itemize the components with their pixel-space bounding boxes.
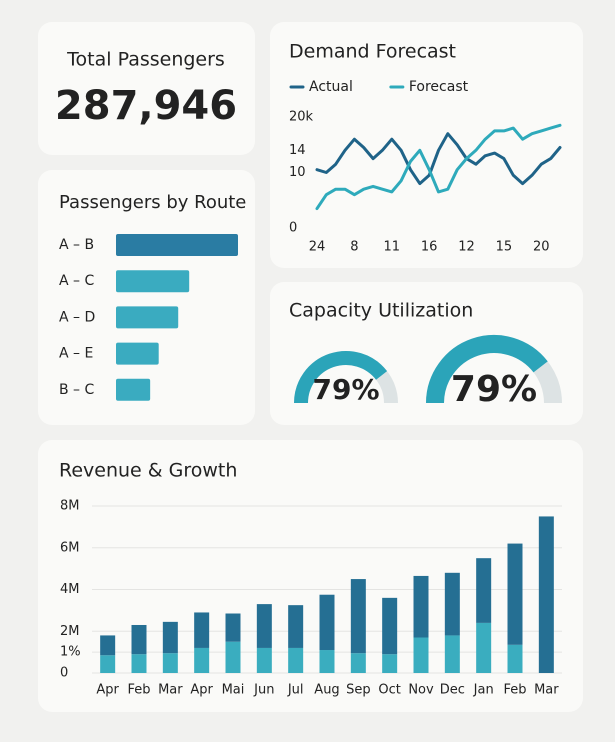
- x-tick-label: 15: [496, 240, 513, 255]
- bar-segment: [131, 624, 147, 655]
- bar-segment: [319, 650, 335, 673]
- bar-segment: [288, 647, 304, 673]
- bar-segment: [507, 644, 523, 673]
- x-tick-label: Aug: [314, 683, 339, 698]
- kpi-value: 287,946: [55, 83, 237, 129]
- gauge-label: 79%: [312, 373, 379, 406]
- bar: [116, 378, 151, 401]
- bar-segment: [225, 613, 241, 642]
- bar-segment: [100, 635, 116, 656]
- bar-segment: [162, 621, 178, 654]
- bar-segment: [444, 635, 460, 673]
- bar-segment: [507, 543, 523, 645]
- y-tick-label: A – D: [59, 309, 95, 325]
- bar-segment: [413, 637, 429, 673]
- bar-segment: [256, 647, 272, 673]
- bar: [116, 306, 179, 329]
- bar-segment: [194, 647, 210, 673]
- bar-segment: [288, 605, 304, 648]
- bar-segment: [476, 558, 492, 623]
- x-tick-label: Oct: [378, 683, 400, 698]
- x-tick-label: Apr: [96, 683, 119, 698]
- forecast-card: [270, 22, 583, 268]
- x-tick-label: 12: [458, 240, 475, 255]
- bar-segment: [444, 572, 460, 636]
- bar-segment: [100, 655, 116, 673]
- bar-segment: [131, 654, 147, 673]
- x-tick-label: Jul: [287, 683, 304, 698]
- bar-segment: [194, 612, 210, 648]
- bar-segment: [256, 604, 272, 648]
- bar-segment: [225, 641, 241, 673]
- y-tick-label: A – E: [59, 346, 93, 362]
- x-tick-label: Jan: [473, 683, 494, 698]
- bar-segment: [476, 622, 492, 673]
- chart-title: Capacity Utilization: [289, 300, 473, 322]
- bar-segment: [382, 654, 398, 673]
- bar: [116, 342, 159, 365]
- capacity-card: [270, 282, 583, 425]
- gauge-value: [294, 351, 388, 404]
- bar-segment: [162, 653, 178, 673]
- y-tick-label: 2M: [60, 624, 80, 639]
- kpi-card: [38, 22, 255, 155]
- legend-label: Actual: [309, 79, 353, 95]
- bar-segment: [413, 575, 429, 638]
- gauge-value: [426, 335, 548, 404]
- bar: [116, 234, 238, 256]
- y-tick-label: 4M: [60, 582, 80, 597]
- y-tick-label: 1%: [60, 645, 81, 660]
- x-tick-label: Mar: [534, 683, 559, 698]
- x-tick-label: Sep: [346, 683, 371, 698]
- chart-title: Demand Forecast: [289, 41, 456, 63]
- gauge-label: 79%: [451, 369, 537, 410]
- x-tick-label: Nov: [408, 683, 434, 698]
- bar-segment: [350, 653, 366, 673]
- x-tick-label: 11: [383, 240, 400, 255]
- y-tick-label: A – C: [59, 273, 94, 289]
- x-tick-label: Dec: [440, 683, 465, 698]
- bar-segment: [350, 579, 366, 654]
- bar: [116, 270, 190, 293]
- y-tick-label: B – C: [59, 382, 95, 398]
- y-tick-label: 0: [60, 666, 68, 681]
- y-tick-label: A – B: [59, 237, 94, 253]
- y-tick-label: 14: [289, 143, 306, 158]
- bar-segment: [538, 516, 554, 673]
- y-tick-label: 6M: [60, 540, 80, 555]
- y-tick-label: 20k: [289, 110, 314, 125]
- x-tick-label: Jun: [253, 683, 274, 698]
- x-tick-label: Feb: [503, 683, 526, 698]
- y-tick-label: 0: [289, 221, 297, 236]
- chart-title: Revenue & Growth: [59, 460, 237, 482]
- x-tick-label: Mar: [158, 683, 183, 698]
- line-series: [315, 132, 562, 186]
- x-tick-label: 20: [533, 240, 550, 255]
- bar-segment: [319, 594, 335, 651]
- legend-label: Forecast: [409, 79, 469, 95]
- x-tick-label: Mai: [222, 683, 245, 698]
- x-tick-label: Feb: [127, 683, 150, 698]
- x-tick-label: 24: [309, 240, 326, 255]
- x-tick-label: Apr: [190, 683, 213, 698]
- line-series: [315, 123, 562, 211]
- x-tick-label: 8: [350, 240, 358, 255]
- bar-segment: [382, 597, 398, 655]
- y-tick-label: 8M: [60, 499, 80, 514]
- chart-title: Passengers by Route: [59, 192, 246, 213]
- route-card: [38, 170, 255, 425]
- y-tick-label: 10: [289, 165, 306, 180]
- x-tick-label: 16: [421, 240, 438, 255]
- kpi-title: Total Passengers: [66, 49, 225, 71]
